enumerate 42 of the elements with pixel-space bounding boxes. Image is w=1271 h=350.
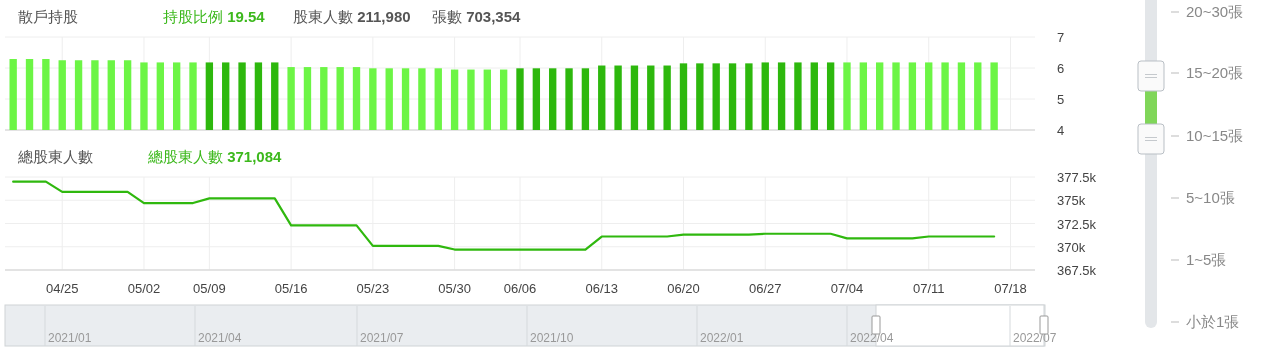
y-tick-label: 7 [1057, 30, 1065, 45]
x-tick-label: 04/25 [45, 281, 79, 296]
text: 1~5張 [1186, 251, 1227, 268]
text: 20~30張 [1186, 3, 1244, 20]
x-tick-label: 05/30 [438, 281, 471, 296]
x-tick-label: 07/18 [994, 281, 1027, 296]
x-tick-label: 07/04 [830, 281, 864, 296]
text: 張數 703,354 [432, 8, 522, 25]
text: 總股東人數 371,084 [147, 148, 283, 165]
text: 10~15張 [1186, 127, 1244, 144]
text: 5~10張 [1186, 189, 1235, 206]
y-tick-label: 375k [1057, 193, 1086, 209]
text: 2021/04 [198, 331, 242, 345]
x-tick-label: 06/27 [748, 281, 782, 296]
text: 2021/07 [360, 331, 404, 345]
y-tick-label: 5 [1057, 92, 1065, 107]
x-tick-label: 05/23 [356, 281, 390, 296]
x-tick-label: 05/09 [193, 281, 226, 296]
text: 2022/04 [850, 331, 894, 345]
x-tick-label: 06/13 [585, 281, 619, 296]
text: 2021/01 [48, 331, 92, 345]
line-series [12, 180, 996, 251]
text: 2021/10 [530, 331, 574, 345]
text: 股東人數 211,980 [293, 8, 411, 25]
y-tick-label: 372.5k [1057, 216, 1097, 232]
x-tick-label: 07/11 [912, 281, 945, 296]
x-tick-label: 05/16 [274, 281, 308, 296]
text: 小於1張 [1186, 313, 1240, 330]
y-tick-label: 6 [1057, 61, 1065, 76]
y-tick-label: 370k [1057, 239, 1086, 255]
text: 2022/01 [700, 331, 744, 345]
x-tick-label: 06/06 [503, 281, 537, 296]
text: 持股比例 19.54 [163, 8, 266, 25]
y-tick-label: 4 [1057, 123, 1065, 138]
chart-title: 散戶持股 [18, 8, 78, 25]
x-tick-label: 06/20 [667, 281, 700, 296]
x-tick-label: 05/02 [127, 281, 161, 296]
text: 2022/07 [1013, 331, 1057, 345]
text: 15~20張 [1186, 64, 1244, 81]
y-tick-label: 377.5k [1057, 170, 1097, 185]
chart-title: 總股東人數 [17, 148, 93, 165]
y-tick-label: 367.5k [1057, 263, 1097, 278]
